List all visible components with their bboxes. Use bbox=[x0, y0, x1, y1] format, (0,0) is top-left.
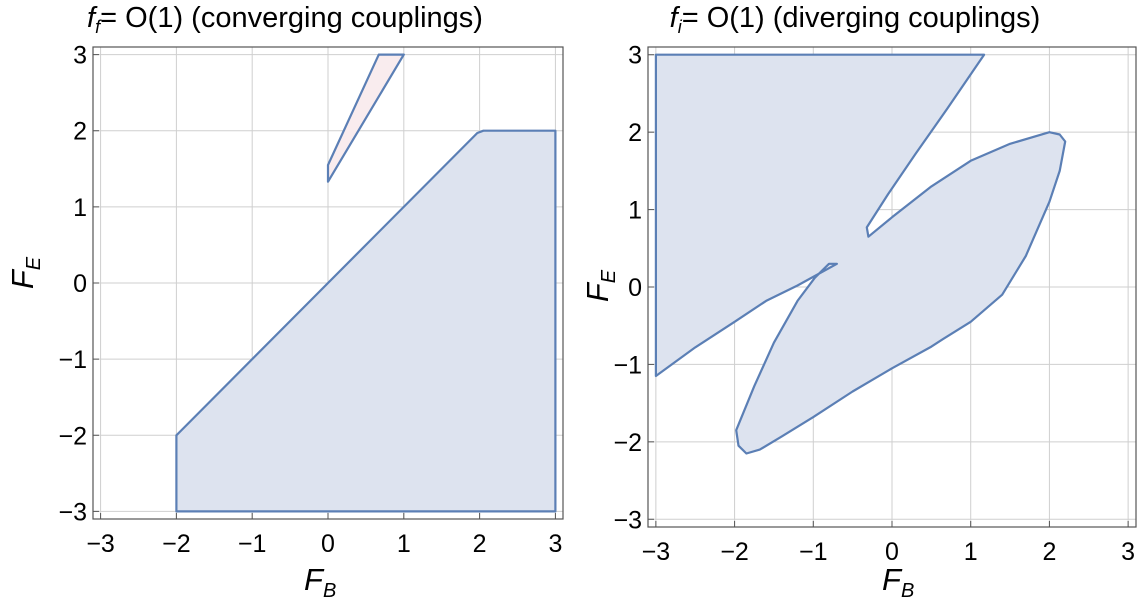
title-f-subscript: f bbox=[95, 17, 101, 37]
title-text: = O(1) (converging couplings) bbox=[100, 2, 483, 34]
x-tick-label: 0 bbox=[885, 538, 899, 566]
y-tick-label: 2 bbox=[73, 118, 87, 146]
plot-left: −3 −2 −1 0 1 2 3 −3 −2 −1 0 1 2 3 bbox=[58, 42, 564, 558]
x-tick-label: −3 bbox=[86, 530, 115, 558]
x-tick-label: −2 bbox=[162, 530, 191, 558]
y-tick-label: 0 bbox=[628, 274, 642, 302]
region-1 bbox=[326, 53, 405, 183]
x-tick-label: 3 bbox=[1121, 538, 1135, 566]
y-tick-label: 2 bbox=[628, 119, 642, 147]
x-axis-label-right: FB bbox=[882, 562, 915, 602]
region-0 bbox=[654, 53, 1067, 455]
plot-right: −3 −2 −1 0 1 2 3 −3 −2 −1 0 1 2 3 bbox=[613, 42, 1137, 566]
chart-title-right: fi= O(1) (diverging couplings) bbox=[570, 2, 1140, 37]
y-tick-label: 1 bbox=[628, 197, 642, 225]
title-f-symbol: f bbox=[669, 2, 678, 34]
y-tick-label: −2 bbox=[58, 422, 87, 450]
title-f-subscript: i bbox=[677, 17, 682, 37]
chart-panel-right: fi= O(1) (diverging couplings) −3 −2 −1 0 1 2… bbox=[570, 0, 1140, 607]
title-text: = O(1) (diverging couplings) bbox=[681, 2, 1041, 34]
x-axis-label-left: FB bbox=[304, 562, 337, 602]
y-tick-label: 1 bbox=[73, 194, 87, 222]
y-axis-label-right: FE bbox=[580, 269, 621, 303]
region-0 bbox=[175, 129, 557, 513]
x-tick-label: 2 bbox=[473, 530, 487, 558]
y-tick-label: 3 bbox=[73, 42, 87, 70]
y-tick-label: −2 bbox=[613, 429, 642, 457]
chart-panel-left: ff= O(1) (converging couplings) −3 −2 −1 0 1… bbox=[0, 2, 570, 602]
chart-title-left: ff= O(1) (converging couplings) bbox=[0, 2, 570, 37]
x-tick-label: 1 bbox=[397, 530, 411, 558]
y-tick-label: −1 bbox=[58, 346, 87, 374]
x-tick-label: −3 bbox=[642, 538, 671, 566]
x-tick-label: 0 bbox=[321, 530, 335, 558]
y-tick-label: 0 bbox=[73, 270, 87, 298]
x-tick-label: 2 bbox=[1042, 538, 1056, 566]
y-tick-label: −1 bbox=[613, 351, 642, 379]
x-tick-label: 1 bbox=[964, 538, 978, 566]
x-tick-label: −1 bbox=[799, 538, 828, 566]
x-tick-label: −2 bbox=[720, 538, 749, 566]
x-tick-label: 3 bbox=[548, 530, 562, 558]
y-tick-label: −3 bbox=[58, 498, 87, 526]
y-axis-label-left: FE bbox=[5, 256, 46, 290]
x-tick-label: −1 bbox=[238, 530, 267, 558]
title-f-symbol: f bbox=[87, 2, 96, 34]
y-tick-label: 3 bbox=[628, 42, 642, 70]
y-tick-label: −3 bbox=[613, 506, 642, 534]
